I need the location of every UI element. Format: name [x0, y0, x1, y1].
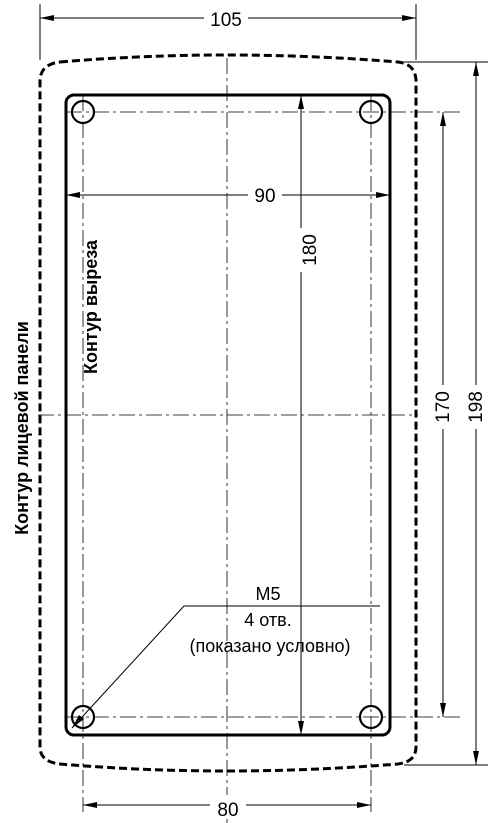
dimension-cutout-height: 170	[430, 112, 454, 717]
mounting-hole-bottom-left	[70, 704, 96, 730]
dimension-hole-spacing-vertical-value: 180	[300, 234, 321, 266]
dimension-hole-spacing-horizontal-value: 80	[217, 800, 238, 821]
mounting-hole-bottom-right	[358, 704, 384, 730]
hole-callout-leader	[71, 605, 380, 729]
dimension-hole-spacing-horizontal: 80	[83, 795, 371, 821]
cutout-outline-label: Контур выреза	[81, 239, 101, 374]
dimension-panel-width: 105	[39, 4, 417, 60]
mounting-hole-top-right	[358, 99, 384, 125]
dimension-cutout-width-value: 90	[254, 186, 275, 207]
dimension-panel-width-value: 105	[210, 10, 242, 31]
mounting-hole-top-left	[70, 99, 96, 125]
dimension-cutout-height-value: 170	[433, 391, 454, 423]
panel-outline-label: Контур лицевой панели	[12, 321, 32, 535]
dimension-panel-height-value: 198	[466, 391, 487, 423]
hole-note-thread: M5	[255, 584, 280, 604]
dimension-cutout-width: 90	[66, 183, 390, 207]
hole-note-count: 4 отв.	[244, 610, 291, 630]
dimension-hole-spacing-vertical: 180	[288, 95, 321, 735]
dimension-panel-height: 198	[404, 61, 488, 766]
face-panel-outline	[38, 53, 418, 773]
hole-note-remark: (показано условно)	[189, 636, 350, 656]
